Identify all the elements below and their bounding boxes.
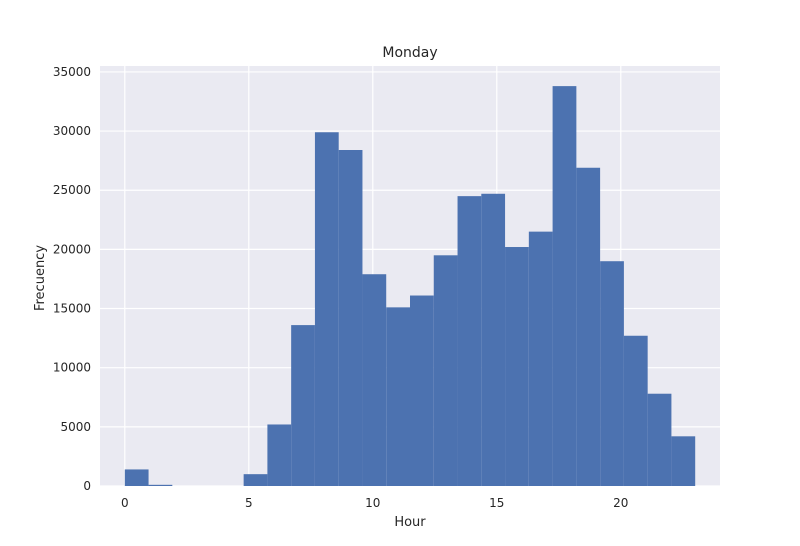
y-tick-labels: 0 5000 10000 15000 20000 25000 30000 35000 [53,65,91,493]
histogram-bar [148,484,173,486]
histogram-bar [505,247,529,486]
y-axis-title: Frecuency [33,245,48,311]
x-tick-label: 20 [613,496,628,510]
histogram-bar [314,132,339,486]
x-tick-label: 10 [365,496,380,510]
histogram-bar [362,274,387,486]
x-tick-label: 5 [245,496,253,510]
histogram-bar [243,474,268,486]
histogram-bar [481,193,506,486]
histogram-bar [671,436,696,486]
y-tick-label: 25000 [53,183,91,197]
y-tick-label: 15000 [53,302,91,316]
histogram-bar [600,261,624,486]
y-tick-label: 30000 [53,124,91,138]
y-tick-label: 5000 [60,420,91,434]
histogram-bar [124,469,149,486]
x-axis-title: Hour [394,515,426,530]
y-tick-label: 20000 [53,242,91,256]
x-tick-labels: 0 5 10 15 20 [121,496,628,510]
chart-title: Monday [382,45,437,61]
histogram-bars [124,86,696,487]
x-tick-label: 0 [121,496,129,510]
histogram-bar [267,424,292,486]
y-tick-label: 10000 [53,361,91,375]
histogram-bar [528,231,553,486]
x-tick-label: 15 [489,496,504,510]
histogram-bar [291,325,315,486]
histogram-bar [410,295,434,486]
histogram-bar [338,150,363,486]
y-tick-label: 0 [83,479,91,493]
histogram-bar [457,196,482,486]
histogram-bar [386,307,410,486]
histogram-bar [647,393,672,486]
histogram-bar [623,335,648,486]
histogram-bar [552,86,577,487]
histogram-bar [576,167,601,487]
histogram-bar [433,255,458,486]
y-tick-label: 35000 [53,65,91,79]
